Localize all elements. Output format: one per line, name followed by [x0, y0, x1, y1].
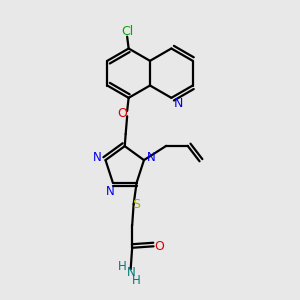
Text: N: N: [93, 151, 102, 164]
Text: S: S: [132, 198, 140, 211]
Text: Cl: Cl: [121, 25, 133, 38]
Text: N: N: [147, 151, 156, 164]
Text: H: H: [132, 274, 141, 287]
Text: H: H: [118, 260, 127, 273]
Text: N: N: [174, 97, 184, 110]
Text: O: O: [154, 240, 164, 253]
Text: O: O: [117, 107, 127, 120]
Text: N: N: [106, 184, 115, 197]
Text: N: N: [127, 266, 136, 279]
